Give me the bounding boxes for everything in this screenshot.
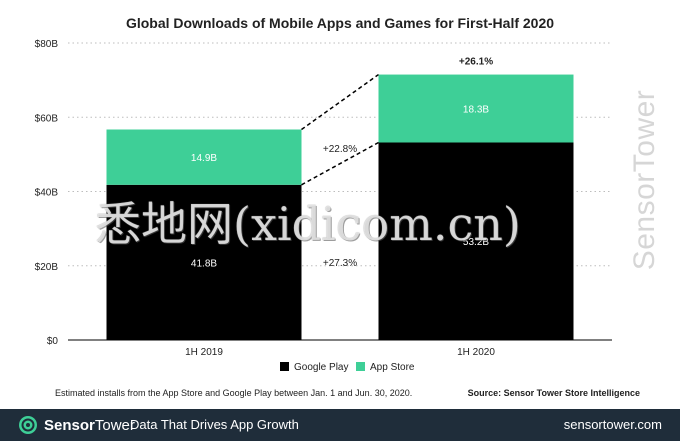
x-axis-ticks: 1H 2019 1H 2020: [68, 339, 612, 358]
y-axis-ticks: $0 $20B $40B $60B $80B: [35, 39, 59, 347]
legend: Google Play App Store: [280, 362, 415, 373]
chart-title: Global Downloads of Mobile Apps and Game…: [126, 15, 554, 31]
brand-name: SensorTower: [44, 416, 135, 434]
x-tick-label: 1H 2019: [185, 347, 223, 358]
app-store-growth-label: +22.8%: [323, 144, 357, 155]
footer-bar: SensorTower Data That Drives App Growth …: [0, 409, 680, 441]
bars: 41.8B 14.9B 53.2B 18.3B: [106, 74, 574, 340]
bar-segment: [106, 184, 302, 340]
data-label: 14.9B: [191, 153, 217, 164]
bar-segment: [378, 142, 574, 340]
legend-swatch: [356, 362, 365, 371]
sensortower-watermark: SensorTower: [628, 89, 661, 271]
legend-swatch: [280, 362, 289, 371]
data-label: 41.8B: [191, 258, 217, 269]
data-label: 53.2B: [463, 237, 489, 248]
footer-site-link[interactable]: sensortower.com: [563, 417, 662, 432]
bar-segment: [378, 74, 574, 143]
legend-label: App Store: [370, 362, 415, 373]
y-tick-label: $20B: [35, 262, 59, 273]
growth-connector: [301, 141, 379, 186]
y-tick-label: $0: [47, 336, 59, 347]
footer-tagline: Data That Drives App Growth: [130, 417, 299, 432]
chart: Global Downloads of Mobile Apps and Game…: [35, 15, 640, 398]
sensortower-logo-icon: [19, 416, 37, 434]
growth-annotations: +22.8% +27.3% +26.1%: [301, 57, 493, 269]
legend-label: Google Play: [294, 362, 348, 373]
total-growth-label: +26.1%: [459, 57, 493, 68]
chart-source: Source: Sensor Tower Store Intelligence: [468, 388, 640, 398]
chart-note: Estimated installs from the App Store an…: [55, 388, 412, 398]
x-tick-label: 1H 2020: [457, 347, 495, 358]
data-label: 18.3B: [463, 105, 489, 116]
google-play-growth-label: +27.3%: [323, 258, 357, 269]
growth-connector: [301, 73, 379, 131]
y-tick-label: $60B: [35, 113, 59, 124]
brand: SensorTower: [18, 415, 135, 435]
y-tick-label: $40B: [35, 188, 59, 199]
bar-segment: [106, 129, 302, 185]
site-watermark: 悉地网(xidicom.cn): [95, 197, 521, 251]
y-tick-label: $80B: [35, 39, 59, 50]
